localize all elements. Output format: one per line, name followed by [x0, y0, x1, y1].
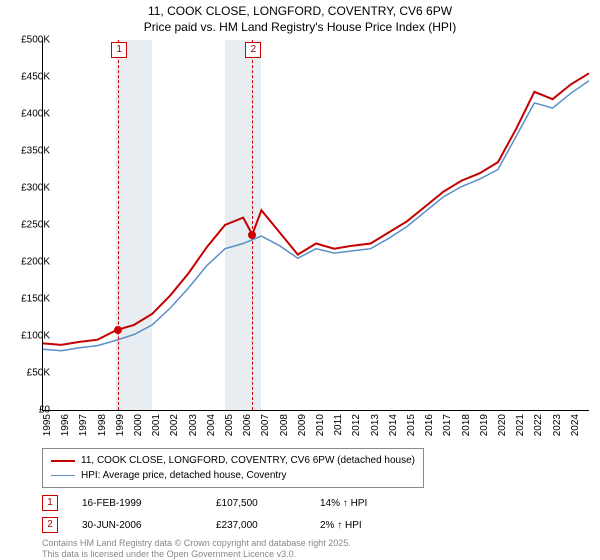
y-axis-label: £300K — [21, 183, 50, 194]
x-axis-label: 2010 — [315, 414, 326, 436]
y-axis-label: £350K — [21, 146, 50, 157]
x-axis-label: 2007 — [260, 414, 271, 436]
event-price: £107,500 — [216, 498, 296, 509]
x-axis-label: 2023 — [552, 414, 563, 436]
x-axis-label: 2021 — [515, 414, 526, 436]
x-axis-label: 2011 — [333, 414, 344, 436]
event-row: 2 30-JUN-2006 £237,000 2% ↑ HPI — [42, 517, 367, 533]
y-axis-label: £250K — [21, 220, 50, 231]
footer-line1: Contains HM Land Registry data © Crown c… — [42, 538, 351, 548]
x-axis-label: 2006 — [242, 414, 253, 436]
y-axis-label: £150K — [21, 294, 50, 305]
event-dot — [248, 231, 256, 239]
x-axis-label: 2013 — [370, 414, 381, 436]
series-line — [43, 81, 589, 351]
chart-title: 11, COOK CLOSE, LONGFORD, COVENTRY, CV6 … — [0, 0, 600, 35]
event-number-box: 1 — [42, 495, 58, 511]
legend-swatch — [51, 460, 75, 462]
x-axis-label: 2017 — [442, 414, 453, 436]
x-axis-label: 2018 — [461, 414, 472, 436]
x-axis-label: 1998 — [97, 414, 108, 436]
x-axis-label: 1997 — [78, 414, 89, 436]
plot-area: 12 — [42, 40, 589, 411]
y-axis-label: £200K — [21, 257, 50, 268]
x-axis-label: 2012 — [351, 414, 362, 436]
title-line1: 11, COOK CLOSE, LONGFORD, COVENTRY, CV6 … — [148, 4, 452, 18]
x-axis-label: 2001 — [151, 414, 162, 436]
event-delta: 14% ↑ HPI — [320, 498, 367, 509]
legend: 11, COOK CLOSE, LONGFORD, COVENTRY, CV6 … — [42, 448, 424, 488]
event-date: 30-JUN-2006 — [82, 520, 192, 531]
event-table: 1 16-FEB-1999 £107,500 14% ↑ HPI 2 30-JUN-200… — [42, 495, 367, 539]
event-row: 1 16-FEB-1999 £107,500 14% ↑ HPI — [42, 495, 367, 511]
y-axis-label: £500K — [21, 35, 50, 46]
x-axis-label: 1996 — [60, 414, 71, 436]
footer-line2: This data is licensed under the Open Gov… — [42, 549, 296, 559]
legend-item: HPI: Average price, detached house, Cove… — [51, 468, 415, 483]
x-axis-label: 1995 — [42, 414, 53, 436]
x-axis-label: 2009 — [297, 414, 308, 436]
x-axis-label: 2002 — [169, 414, 180, 436]
x-axis-label: 1999 — [115, 414, 126, 436]
legend-swatch — [51, 475, 75, 477]
y-axis-label: £100K — [21, 331, 50, 342]
x-axis-label: 2003 — [188, 414, 199, 436]
x-axis-label: 2004 — [206, 414, 217, 436]
legend-item: 11, COOK CLOSE, LONGFORD, COVENTRY, CV6 … — [51, 453, 415, 468]
event-marker-box: 2 — [245, 42, 261, 58]
event-vline — [118, 40, 119, 410]
x-axis-label: 2019 — [479, 414, 490, 436]
event-price: £237,000 — [216, 520, 296, 531]
event-dot — [114, 326, 122, 334]
event-delta: 2% ↑ HPI — [320, 520, 362, 531]
x-axis-label: 2022 — [533, 414, 544, 436]
legend-label: 11, COOK CLOSE, LONGFORD, COVENTRY, CV6 … — [81, 453, 415, 468]
y-axis-label: £450K — [21, 72, 50, 83]
x-axis-label: 2014 — [388, 414, 399, 436]
y-axis-label: £400K — [21, 109, 50, 120]
x-axis-label: 2008 — [279, 414, 290, 436]
legend-label: HPI: Average price, detached house, Cove… — [81, 468, 287, 483]
x-axis-label: 2020 — [497, 414, 508, 436]
event-date: 16-FEB-1999 — [82, 498, 192, 509]
title-line2: Price paid vs. HM Land Registry's House … — [144, 20, 456, 34]
series-line — [43, 73, 589, 345]
event-marker-box: 1 — [111, 42, 127, 58]
line-layer — [43, 40, 589, 410]
x-axis-label: 2015 — [406, 414, 417, 436]
chart-container: 11, COOK CLOSE, LONGFORD, COVENTRY, CV6 … — [0, 0, 600, 560]
x-axis-label: 2016 — [424, 414, 435, 436]
x-axis-label: 2024 — [570, 414, 581, 436]
event-vline — [252, 40, 253, 410]
x-axis-label: 2005 — [224, 414, 235, 436]
y-axis-label: £50K — [27, 368, 50, 379]
event-number-box: 2 — [42, 517, 58, 533]
x-axis-label: 2000 — [133, 414, 144, 436]
footer-text: Contains HM Land Registry data © Crown c… — [42, 538, 351, 560]
